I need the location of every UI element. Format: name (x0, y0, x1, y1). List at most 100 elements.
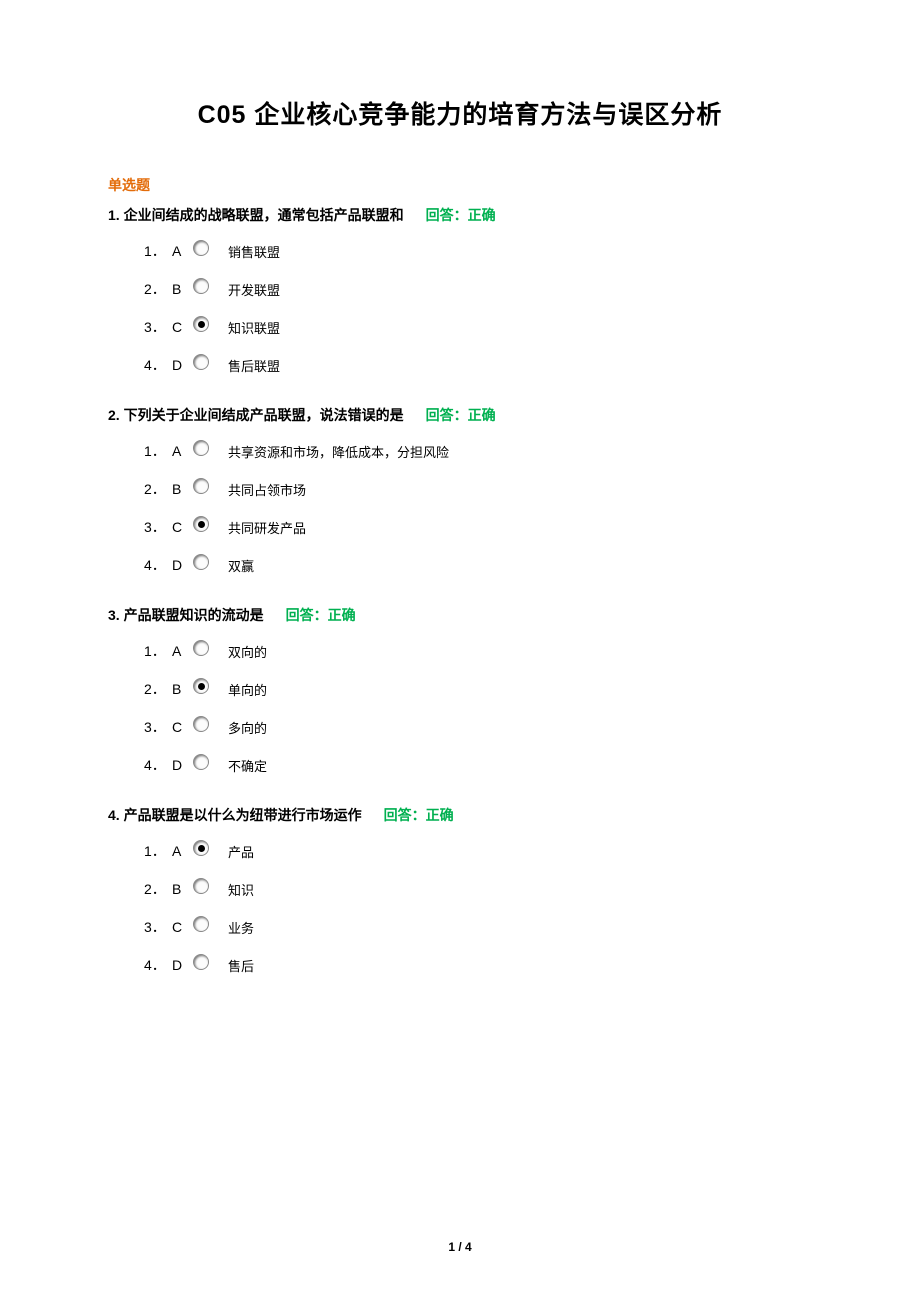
question: 4. 产品联盟是以什么为纽带进行市场运作 回答：正确 1．A 产品 2．B 知识 3．C 业务… (108, 805, 812, 975)
question-text: 4. 产品联盟是以什么为纽带进行市场运作 (108, 805, 362, 825)
question: 1. 企业间结成的战略联盟，通常包括产品联盟和 回答：正确 1．A 销售联盟 2．B 开发… (108, 205, 812, 375)
question-stem-line: 2. 下列关于企业间结成产品联盟，说法错误的是 回答：正确 (108, 405, 812, 425)
option-text: 业务 (228, 918, 254, 937)
option-index: 1． (144, 241, 172, 261)
feedback-label: 回答：正确 (286, 605, 356, 625)
option-letter: C (172, 319, 194, 335)
radio-button[interactable] (194, 755, 208, 769)
radio-button[interactable] (194, 879, 208, 893)
radio-button[interactable] (194, 479, 208, 493)
option-text: 售后联盟 (228, 356, 280, 375)
option-text: 多向的 (228, 718, 267, 737)
radio-button[interactable] (194, 355, 208, 369)
option-row: 3．C 业务 (108, 917, 812, 937)
option-text: 双赢 (228, 556, 254, 575)
option-index: 4． (144, 355, 172, 375)
option-index: 4． (144, 555, 172, 575)
option-row: 1．A 产品 (108, 841, 812, 861)
option-text: 销售联盟 (228, 242, 280, 261)
option-text: 售后 (228, 956, 254, 975)
feedback-label: 回答：正确 (426, 205, 496, 225)
question-stem-line: 4. 产品联盟是以什么为纽带进行市场运作 回答：正确 (108, 805, 812, 825)
question-text: 3. 产品联盟知识的流动是 (108, 605, 264, 625)
radio-button[interactable] (194, 279, 208, 293)
option-letter: D (172, 957, 194, 973)
option-letter: C (172, 919, 194, 935)
questions-container: 1. 企业间结成的战略联盟，通常包括产品联盟和回答：正确1．A销售联盟2．B开发… (108, 205, 812, 975)
option-row: 3．C 多向的 (108, 717, 812, 737)
option-row: 2．B 开发联盟 (108, 279, 812, 299)
option-index: 2． (144, 879, 172, 899)
option-text: 共同研发产品 (228, 518, 306, 537)
option-index: 1． (144, 641, 172, 661)
option-letter: B (172, 681, 194, 697)
option-row: 4．D 双赢 (108, 555, 812, 575)
radio-button[interactable] (194, 641, 208, 655)
section-heading: 单选题 (108, 175, 812, 195)
option-text: 产品 (228, 842, 254, 861)
option-row: 1．A 双向的 (108, 641, 812, 661)
question-text: 1. 企业间结成的战略联盟，通常包括产品联盟和 (108, 205, 404, 225)
option-text: 知识联盟 (228, 318, 280, 337)
option-row: 2．B 知识 (108, 879, 812, 899)
option-letter: C (172, 719, 194, 735)
question-stem-line: 1. 企业间结成的战略联盟，通常包括产品联盟和 回答：正确 (108, 205, 812, 225)
option-letter: B (172, 281, 194, 297)
page-number: 1 / 4 (0, 1240, 920, 1254)
option-index: 3． (144, 917, 172, 937)
radio-button[interactable] (194, 441, 208, 455)
option-text: 知识 (228, 880, 254, 899)
radio-button[interactable] (194, 317, 208, 331)
feedback-label: 回答：正确 (426, 405, 496, 425)
option-index: 3． (144, 317, 172, 337)
option-letter: A (172, 243, 194, 259)
radio-button[interactable] (194, 679, 208, 693)
radio-button[interactable] (194, 241, 208, 255)
document-page: C05 企业核心竞争能力的培育方法与误区分析 单选题 1. 企业间结成的战略联盟… (0, 0, 920, 975)
option-row: 3．C共同研发产品 (108, 517, 812, 537)
option-row: 1．A 销售联盟 (108, 241, 812, 261)
option-letter: D (172, 357, 194, 373)
option-text: 共享资源和市场，降低成本，分担风险 (228, 442, 449, 461)
radio-button[interactable] (194, 955, 208, 969)
option-index: 1． (144, 441, 172, 461)
option-index: 2． (144, 279, 172, 299)
option-text: 双向的 (228, 642, 267, 661)
option-letter: A (172, 843, 194, 859)
option-row: 4．D 不确定 (108, 755, 812, 775)
question-text: 2. 下列关于企业间结成产品联盟，说法错误的是 (108, 405, 404, 425)
feedback-label: 回答：正确 (384, 805, 454, 825)
question: 2. 下列关于企业间结成产品联盟，说法错误的是 回答：正确 1．A 共享资源和市场，降… (108, 405, 812, 575)
question: 3. 产品联盟知识的流动是 回答：正确 1．A 双向的 2．B 单向的 3．C 多向的 4．D 不… (108, 605, 812, 775)
option-row: 2．B 单向的 (108, 679, 812, 699)
option-row: 4．D 售后联盟 (108, 355, 812, 375)
option-text: 不确定 (228, 756, 267, 775)
radio-button[interactable] (194, 517, 208, 531)
option-index: 4． (144, 755, 172, 775)
option-index: 4． (144, 955, 172, 975)
radio-button[interactable] (194, 841, 208, 855)
option-index: 3． (144, 517, 172, 537)
option-letter: A (172, 443, 194, 459)
option-text: 共同占领市场 (228, 480, 306, 499)
option-index: 1． (144, 841, 172, 861)
option-index: 3． (144, 717, 172, 737)
radio-button[interactable] (194, 717, 208, 731)
option-index: 2． (144, 479, 172, 499)
option-letter: A (172, 643, 194, 659)
option-text: 开发联盟 (228, 280, 280, 299)
option-text: 单向的 (228, 680, 267, 699)
option-row: 3．C 知识联盟 (108, 317, 812, 337)
page-title: C05 企业核心竞争能力的培育方法与误区分析 (108, 95, 812, 131)
option-row: 4．D 售后 (108, 955, 812, 975)
option-row: 2．B 共同占领市场 (108, 479, 812, 499)
option-letter: D (172, 557, 194, 573)
question-stem-line: 3. 产品联盟知识的流动是 回答：正确 (108, 605, 812, 625)
option-row: 1．A 共享资源和市场，降低成本，分担风险 (108, 441, 812, 461)
option-letter: B (172, 481, 194, 497)
option-letter: B (172, 881, 194, 897)
radio-button[interactable] (194, 917, 208, 931)
option-index: 2． (144, 679, 172, 699)
option-letter: D (172, 757, 194, 773)
radio-button[interactable] (194, 555, 208, 569)
